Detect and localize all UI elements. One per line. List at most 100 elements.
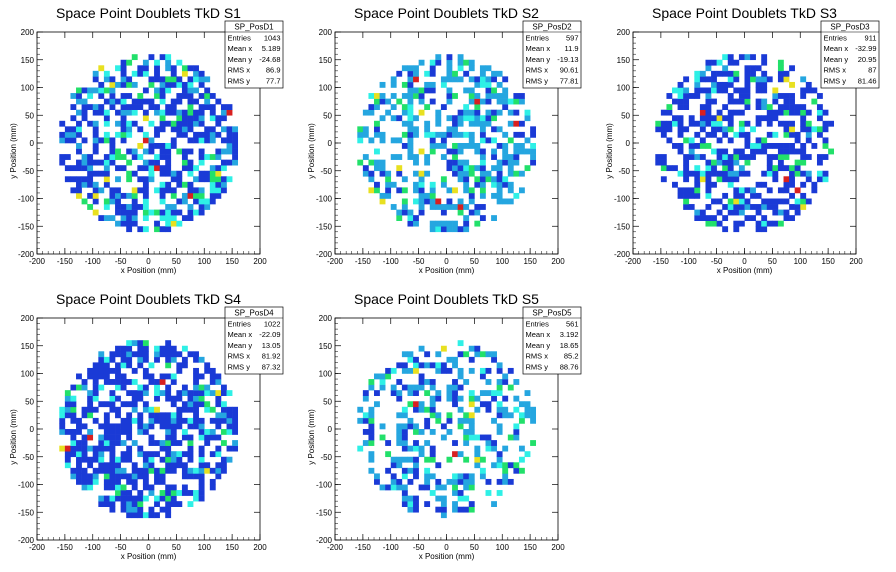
panel-5-bin [440, 345, 447, 352]
panel-5-bin [413, 401, 419, 408]
panel-2-bin [524, 109, 531, 116]
panel-4-bin [204, 429, 211, 435]
panel-3-bin [783, 209, 790, 216]
panel-2-bin [457, 120, 464, 127]
panel-2-bin [446, 198, 453, 205]
panel-5-bin [468, 506, 475, 513]
panel-5-stats-value: 18.65 [560, 341, 579, 350]
panel-1-bin [109, 154, 116, 160]
panel-4-bin [181, 473, 188, 480]
panel-4-bin [126, 351, 133, 358]
panel-1-bin [198, 148, 205, 155]
panel-1-bin [109, 143, 116, 149]
panel-5-bin [530, 440, 537, 446]
panel-2-bin [485, 98, 492, 105]
panel-4-bin [70, 440, 77, 446]
panel-1-bin [109, 137, 116, 144]
panel-1-bin [215, 154, 222, 160]
panel-5-bin [446, 478, 453, 485]
panel-1-bin [181, 65, 188, 72]
panel-3-bin [694, 170, 701, 177]
panel-4-bin [142, 384, 149, 391]
panel-5-bin [385, 467, 392, 474]
panel-4-bin [115, 484, 121, 491]
panel-1-bin [209, 165, 216, 172]
panel-3-bin [699, 120, 706, 127]
panel-1-bin [131, 198, 138, 205]
panel-1-bin [209, 137, 216, 144]
panel-4-bin [148, 512, 155, 519]
panel-5-bin [429, 445, 436, 452]
panel-4-bin [103, 356, 110, 363]
panel-1-bin [103, 98, 110, 105]
panel-3-bin [722, 215, 729, 221]
panel-3-bin [766, 131, 773, 138]
panel-3-bin [800, 87, 807, 94]
panel-4-bin [131, 367, 138, 374]
panel-4-bin [59, 406, 66, 413]
panel-4-bin [115, 462, 121, 469]
panel-2-bin [452, 170, 458, 177]
panel-5-bin [401, 495, 408, 502]
panel-1-bin [120, 70, 127, 77]
panel-1-bin [170, 70, 177, 77]
panel-4-bin [181, 484, 188, 491]
panel-3-bin [761, 181, 768, 188]
panel-4-bin [59, 417, 66, 424]
panel-5-bin [429, 451, 436, 458]
panel-3-bin [677, 93, 684, 99]
panel-2-bin [374, 148, 380, 155]
panel-3-bin [822, 154, 829, 160]
panel-1-bin [142, 159, 149, 166]
panel-2-bin [491, 126, 497, 133]
panel-4-bin [198, 390, 205, 396]
panel-4-bin [209, 478, 216, 485]
panel-1-bin [115, 81, 121, 88]
panel-2-bin [457, 131, 464, 138]
panel-2-stats-value: 77.81 [560, 77, 579, 86]
panel-3-bin [794, 131, 801, 138]
panel-4-bin [87, 412, 94, 419]
panel-2-bin [502, 148, 509, 155]
panel-5-bin [463, 484, 470, 491]
panel-5-bin [496, 379, 503, 385]
panel-4-bin [115, 467, 121, 474]
panel-4-bin [137, 467, 144, 474]
panel-4-bin [198, 356, 205, 363]
panel-1-bin [176, 115, 183, 122]
panel-3-bin [722, 104, 729, 110]
panel-1-bin [226, 176, 233, 183]
panel-3-bin [761, 54, 768, 61]
panel-4-bin [87, 478, 94, 485]
panel-4-bin [64, 429, 71, 435]
panel-4-bin [98, 362, 105, 369]
panel-4-bin [193, 423, 199, 430]
panel-4-bin [137, 417, 144, 424]
panel-5-bin [507, 412, 514, 419]
panel-1-bin [154, 87, 160, 94]
panel-3-bin [777, 76, 784, 83]
panel-5-bin [418, 406, 425, 413]
panel-5-bin [418, 379, 425, 385]
panel-2-bin [362, 131, 369, 138]
panel-1-bin [165, 220, 172, 227]
panel-5-bin [446, 390, 453, 396]
panel-4-bin [148, 362, 155, 369]
panel-3-bin [733, 159, 740, 166]
panel-3-bin [683, 176, 690, 183]
panel-4-x-tick-label: -100 [85, 543, 102, 552]
panel-3-bin [777, 70, 784, 77]
panel-5-bin [485, 406, 492, 413]
panel-2-bin [524, 115, 531, 122]
panel-5-bin [496, 367, 503, 374]
panel-1-bin [115, 192, 121, 199]
panel-2-bin [446, 70, 453, 77]
panel-3-bin [733, 76, 740, 83]
panel-1-bin [98, 159, 105, 166]
panel-1-bin [176, 209, 183, 216]
panel-5-bin [424, 379, 431, 385]
panel-5-bin [390, 462, 397, 469]
panel-1-bin [159, 120, 166, 127]
panel-4-bin [92, 362, 99, 369]
